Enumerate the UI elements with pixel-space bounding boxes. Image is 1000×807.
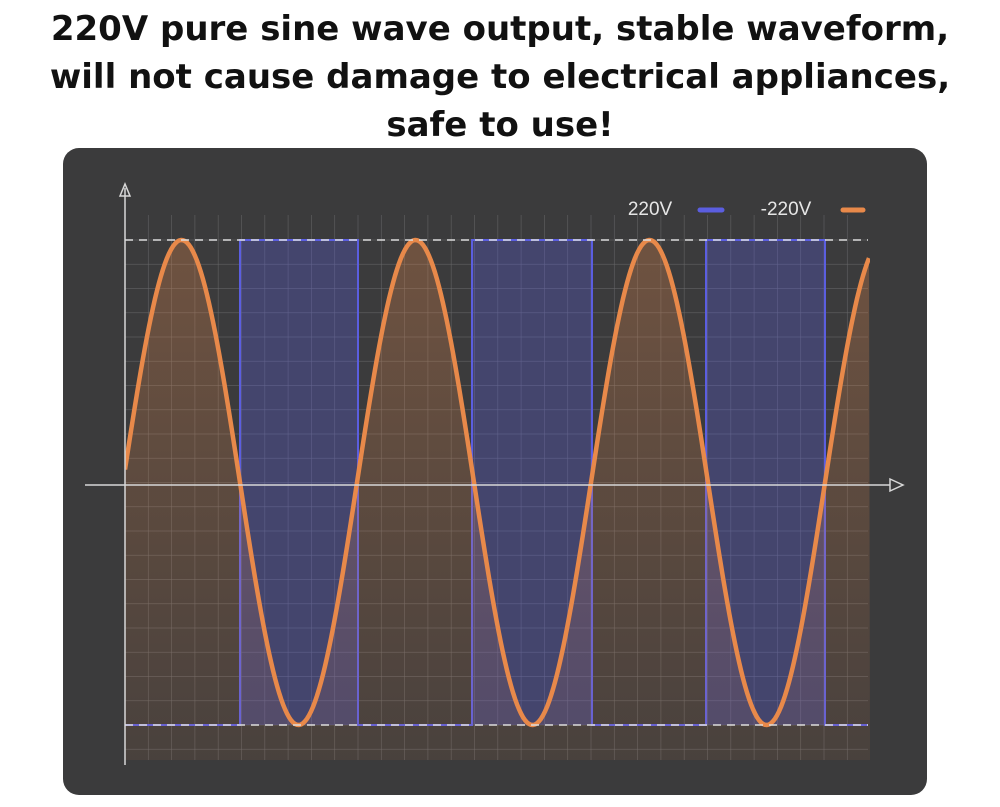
sine-area — [125, 240, 870, 760]
legend-label: -220V — [761, 199, 812, 220]
x-axis-arrow — [889, 477, 905, 493]
legend-label: 220V — [628, 199, 673, 220]
waveforms — [125, 237, 870, 760]
title-line: safe to use! — [386, 105, 613, 145]
title-line: 220V pure sine wave output, stable wavef… — [51, 9, 949, 49]
y-axis-arrow — [118, 182, 132, 197]
sine-wave — [125, 237, 870, 728]
title-line: will not cause damage to electrical appl… — [50, 57, 950, 97]
